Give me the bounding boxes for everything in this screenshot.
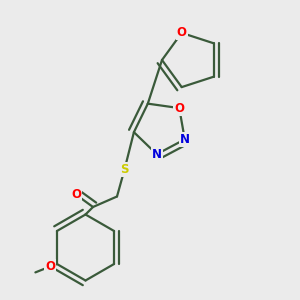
Text: O: O [177,26,187,39]
Text: O: O [174,102,184,115]
Text: N: N [180,133,190,146]
Text: N: N [152,148,162,161]
Text: O: O [71,188,82,202]
Text: O: O [45,260,56,273]
Text: S: S [120,163,129,176]
